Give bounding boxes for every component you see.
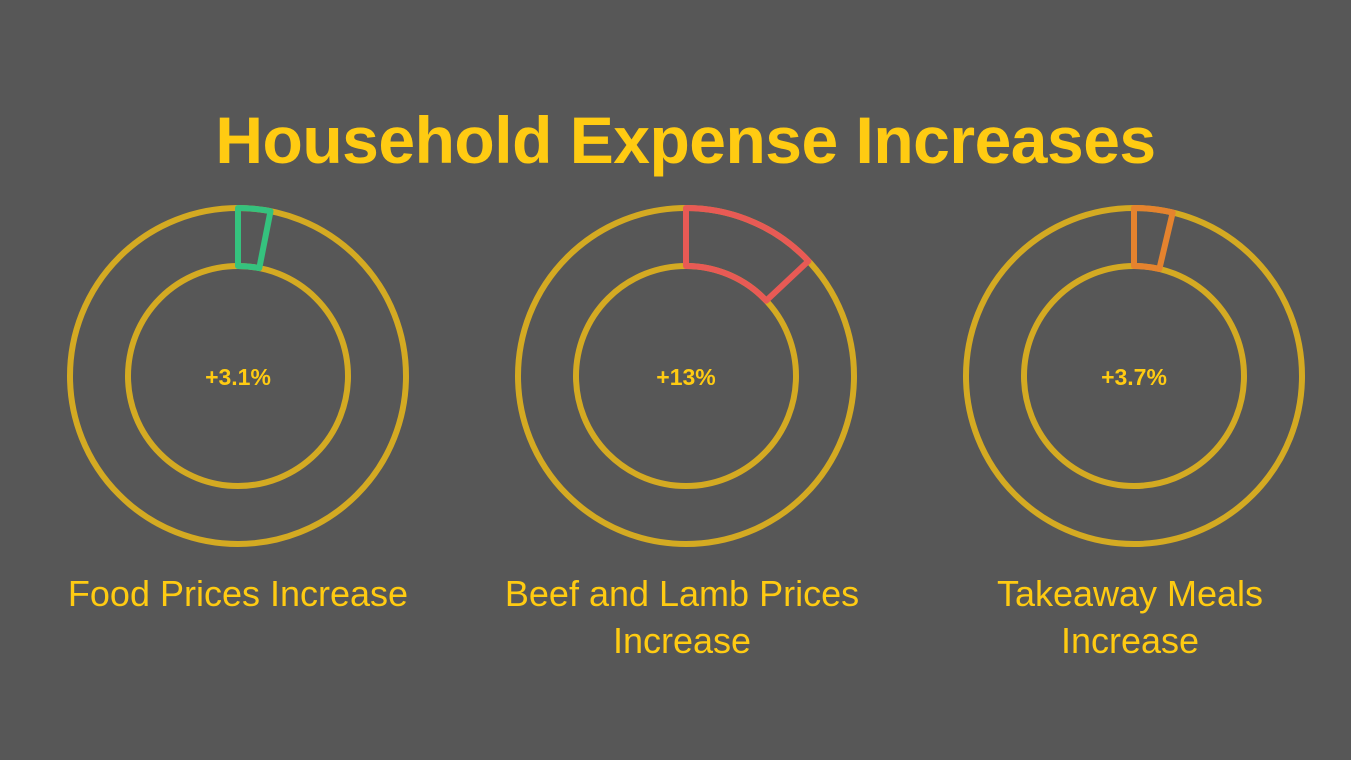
label-beef-lamb-prices: Beef and Lamb Prices Increase xyxy=(504,573,860,661)
value-label: +3.1% xyxy=(205,364,271,390)
value-label: +3.7% xyxy=(1101,364,1167,390)
donut-food: +3.1% xyxy=(67,205,409,547)
chart-title: Household Expense Increases xyxy=(215,103,1156,177)
value-segment xyxy=(683,205,812,304)
donut-takeaway: +3.7% xyxy=(963,205,1305,547)
value-segment xyxy=(1131,205,1176,272)
value-segment xyxy=(235,205,274,272)
label-food-prices: Food Prices Increase xyxy=(67,573,409,614)
label-takeaway-meals: Takeaway Meals Increase xyxy=(996,573,1264,661)
donut-beef-lamb: +13% xyxy=(515,205,857,547)
value-label: +13% xyxy=(656,364,715,390)
